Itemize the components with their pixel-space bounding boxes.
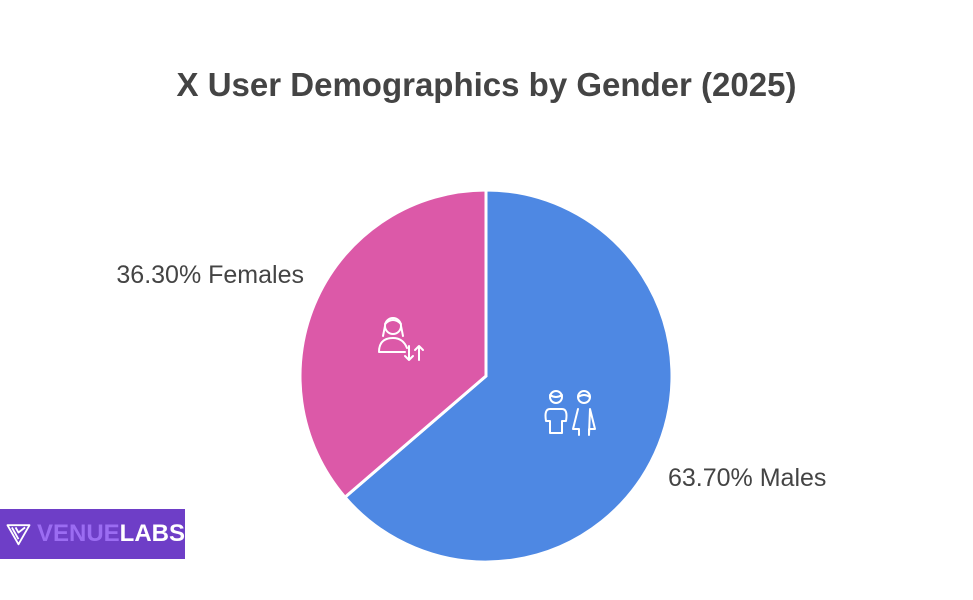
logo-v-icon: [6, 524, 31, 546]
slice-label-males: 63.70% Males: [668, 464, 826, 492]
boy-girl-icon: [544, 390, 596, 436]
chart-title: X User Demographics by Gender (2025): [176, 66, 797, 103]
pie-slice-males: [342, 188, 674, 564]
logo-text-labs: LABS: [119, 520, 185, 547]
female-user-arrows-icon: [378, 317, 424, 361]
venuelabs-logo: VENUE LABS: [0, 509, 185, 559]
pie-slice-females: [298, 188, 488, 500]
slice-label-females: 36.30% Females: [116, 261, 304, 289]
logo-text-venue: VENUE: [36, 520, 120, 547]
